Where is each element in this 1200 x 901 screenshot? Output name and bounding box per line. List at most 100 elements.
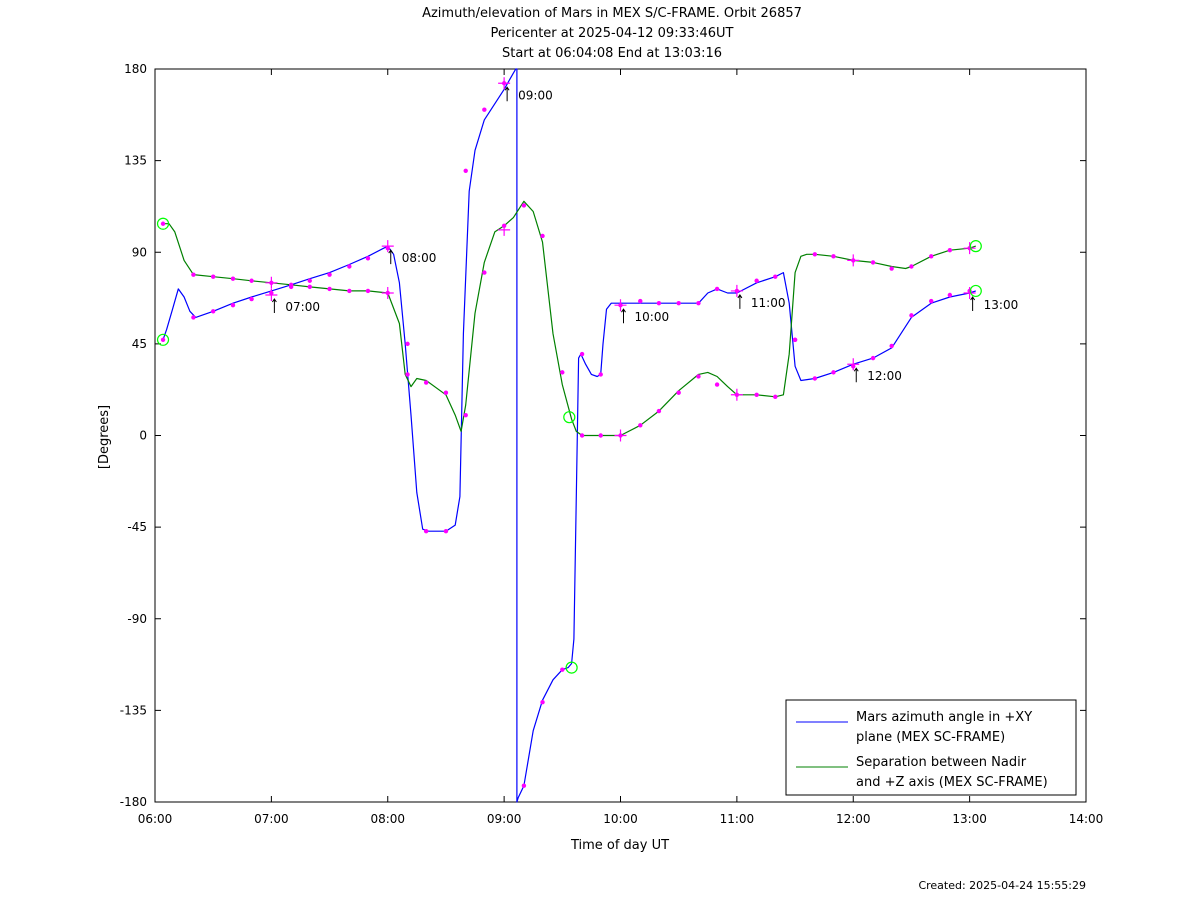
data-point-separation [656,408,662,414]
y-tick-label: 45 [132,337,147,351]
data-point-separation [540,233,545,239]
x-tick-label: 13:00 [952,812,987,826]
data-point-separation [365,288,371,294]
data-point-separation [812,252,818,257]
annotation-arrow [504,86,510,102]
y-tick-label: 0 [139,429,147,443]
hour-cross-azimuth [963,286,976,299]
data-point-azimuth [521,783,527,788]
annotation-arrow [621,308,626,324]
legend-label-separation-1: Separation between Nadir [856,755,1027,770]
data-point-azimuth [307,278,312,283]
data-point-azimuth [347,264,352,269]
data-point-separation [831,254,836,259]
y-tick-label: 90 [132,245,147,259]
data-point-azimuth [947,292,953,298]
data-point-separation [579,433,585,438]
data-point-separation [405,372,410,377]
data-point-azimuth [773,274,778,279]
data-point-separation [929,254,934,259]
data-point-azimuth [443,528,449,534]
hour-cross-azimuth [847,358,860,371]
data-point-azimuth [598,372,603,377]
data-point-separation [792,337,798,343]
data-point-separation [482,270,487,275]
annotation-label: 11:00 [751,296,786,310]
data-point-separation [560,370,565,375]
data-point-azimuth [754,278,759,283]
created-timestamp: Created: 2025-04-24 15:55:29 [918,879,1086,892]
hour-cross-separation [963,242,976,255]
hour-cross-azimuth [730,284,743,297]
data-point-azimuth [210,309,216,314]
x-tick-label: 10:00 [603,812,638,826]
data-point-azimuth [191,315,196,320]
y-tick-label: 135 [124,154,147,168]
annotation-arrow [388,249,394,265]
data-point-separation [191,272,196,277]
data-point-azimuth [540,700,545,705]
x-tick-label: 06:00 [138,812,173,826]
data-point-separation [947,248,953,253]
title-line-3: Start at 06:04:08 End at 13:03:16 [502,46,722,61]
hour-cross-azimuth [498,77,511,90]
endpoint-circle-separation [563,411,576,424]
data-point-azimuth [870,355,876,361]
data-point-separation [889,266,894,271]
marker-layer [156,77,982,788]
annotation-label: 09:00 [518,88,553,102]
y-tick-label: -45 [127,520,147,534]
series-layer [162,68,976,803]
x-axis-label: Time of day UT [570,838,669,853]
data-point-azimuth [423,528,429,534]
hour-cross-separation [265,276,278,289]
annotation-arrow [737,294,743,309]
data-point-azimuth [656,300,662,306]
legend: Mars azimuth angle in +XY plane (MEX SC-… [785,699,1077,796]
x-axis: 06:00 07:00 08:00 09:00 10:00 11:00 12:00 13:00… [138,69,1104,826]
title-line-2: Pericenter at 2025-04-12 09:33:46UT [490,26,733,41]
hour-cross-separation [498,223,511,236]
y-axis: 180 135 90 45 0 -45 -90 -135 -180 [120,62,1086,809]
hour-cross-separation [847,254,860,267]
x-tick-label: 14:00 [1069,812,1104,826]
legend-label-separation-2: and +Z axis (MEX SC-FRAME) [856,775,1048,790]
data-point-azimuth [249,296,254,302]
data-point-separation [598,433,603,438]
annotation-layer: 07:00 08:00 09:00 10:00 11:00 12:00 13:00 [271,86,1018,383]
y-tick-label: -90 [127,612,147,626]
data-point-azimuth [812,376,818,381]
hour-cross-azimuth [381,240,394,253]
hour-cross-separation [614,429,627,442]
data-point-separation [909,264,914,269]
data-point-separation [638,423,643,428]
data-point-azimuth [482,107,487,112]
y-axis-label: [Degrees] [97,405,112,469]
data-point-azimuth [909,313,914,318]
data-point-azimuth [638,298,643,304]
annotation-label: 08:00 [402,251,437,265]
endpoint-circle-separation [969,240,982,253]
data-point-azimuth [714,286,720,292]
data-point-separation [463,412,468,418]
x-tick-label: 12:00 [836,812,871,826]
data-point-separation [307,284,312,290]
annotation-arrow [970,296,976,311]
data-point-azimuth [676,300,681,306]
y-tick-label: 180 [124,62,147,76]
data-point-azimuth [463,168,468,174]
series-line-azimuth [162,68,976,803]
data-point-separation [423,380,429,385]
y-tick-label: -135 [120,703,147,717]
hour-cross-azimuth [265,289,278,302]
data-point-separation [249,278,254,283]
data-point-azimuth [579,351,585,357]
data-point-separation [754,392,759,397]
data-point-azimuth [696,300,701,306]
hour-cross-separation [381,286,394,299]
data-point-azimuth [327,272,332,277]
x-tick-label: 07:00 [254,812,289,826]
data-point-separation [676,390,681,395]
data-point-separation [347,288,352,294]
